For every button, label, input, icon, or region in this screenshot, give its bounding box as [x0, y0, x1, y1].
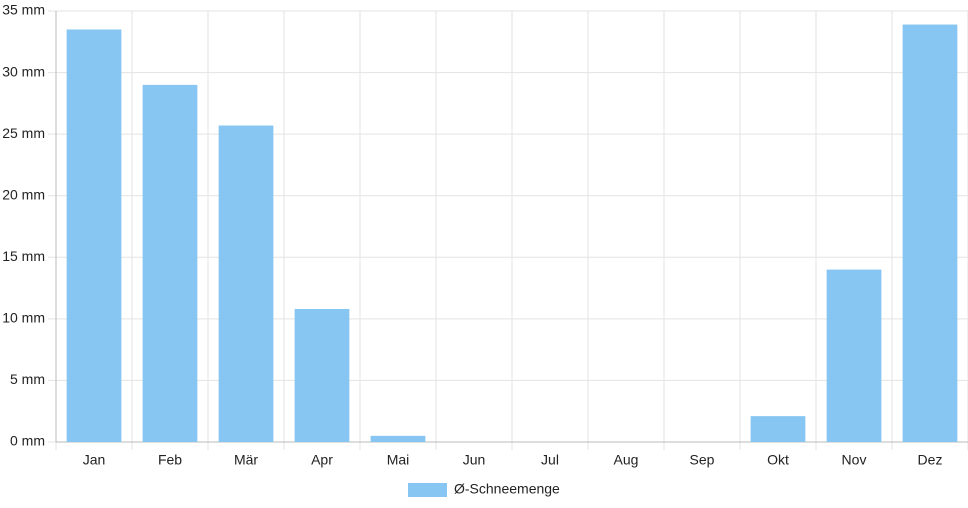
y-tick-label: 25 mm [2, 125, 45, 141]
x-tick-label: Mai [387, 452, 410, 468]
x-tick-label: Jul [541, 452, 559, 468]
x-tick-label: Apr [311, 452, 333, 468]
x-tick-label: Feb [158, 452, 182, 468]
bar [902, 24, 958, 442]
y-tick-label: 0 mm [10, 433, 45, 449]
x-tick-label: Dez [918, 452, 943, 468]
bar [294, 309, 350, 442]
legend-label: Ø-Schneemenge [454, 481, 560, 497]
x-tick-label: Nov [842, 452, 867, 468]
bar [370, 435, 426, 442]
bar [142, 84, 198, 442]
x-tick-label: Sep [690, 452, 715, 468]
y-tick-label: 5 mm [10, 371, 45, 387]
x-tick-label: Jan [83, 452, 106, 468]
y-tick-label: 30 mm [2, 63, 45, 79]
y-tick-label: 35 mm [2, 2, 45, 18]
bar [66, 29, 122, 442]
y-tick-label: 10 mm [2, 310, 45, 326]
x-tick-label: Aug [614, 452, 639, 468]
y-tick-label: 15 mm [2, 248, 45, 264]
x-tick-label: Jun [463, 452, 486, 468]
bar [750, 416, 806, 442]
x-tick-label: Okt [767, 452, 789, 468]
legend-swatch [408, 483, 447, 497]
bar [218, 125, 274, 442]
bar [826, 269, 882, 442]
x-tick-label: Mär [234, 452, 258, 468]
y-tick-label: 20 mm [2, 186, 45, 202]
